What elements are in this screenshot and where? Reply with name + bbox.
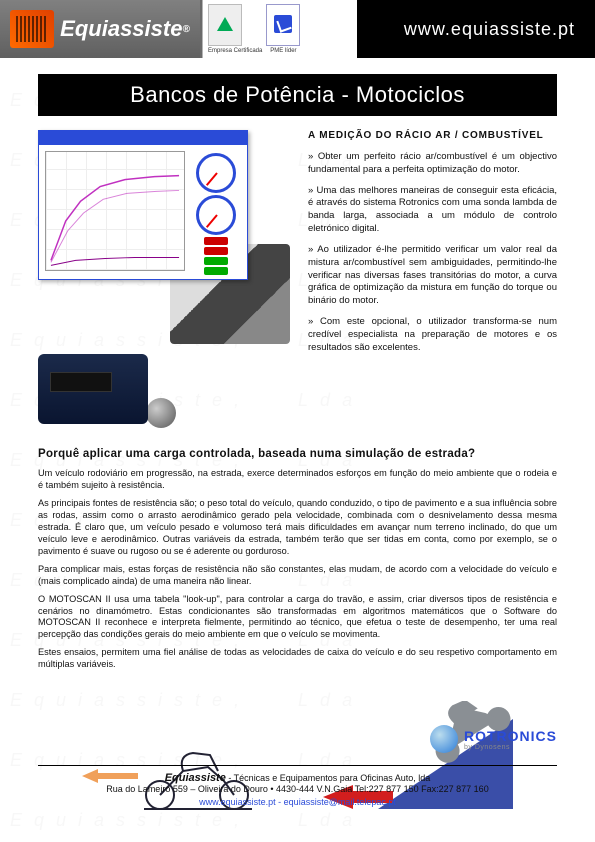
footer-divider <box>38 765 557 766</box>
logo-mark-icon <box>10 10 54 48</box>
section1-text: A MEDIÇÃO DO RÁCIO AR / COMBUSTÍVEL » Ob… <box>308 130 557 424</box>
footer-web: www.equiassiste.pt <box>199 797 276 807</box>
pme-icon <box>274 15 292 33</box>
section2-text: Porquê aplicar uma carga controlada, bas… <box>0 424 595 671</box>
cert1-caption: Empresa Certificada <box>208 48 262 54</box>
triangle-icon <box>217 17 233 31</box>
footer-address: Rua do Lameiro 559 – Oliveira do Douro •… <box>0 784 595 794</box>
cert-badge-2 <box>266 4 300 46</box>
section2-p1: Um veículo rodoviário em progressão, na … <box>38 468 557 492</box>
section1-p1: » Obter um perfeito rácio ar/combustível… <box>308 151 557 177</box>
section2-p5: Estes ensaios, permitem uma fiel análise… <box>38 647 557 671</box>
footer-company: Equiassiste <box>165 772 226 784</box>
led-icon <box>204 237 228 245</box>
certification-badges: Empresa Certificada PME líder <box>208 4 300 54</box>
cert2-caption: PME líder <box>266 48 300 54</box>
partner-name: ROTRONICS <box>464 728 557 744</box>
section1-heading: A MEDIÇÃO DO RÁCIO AR / COMBUSTÍVEL <box>308 130 557 141</box>
lambda-module-photo <box>38 354 148 424</box>
footer-email: equiassiste@mail.telepac.pt <box>284 797 396 807</box>
cert-badge-1 <box>208 4 242 46</box>
o2-sensor-photo <box>146 398 176 428</box>
led-icon <box>204 247 228 255</box>
page-title: Bancos de Potência - Motociclos <box>38 74 557 116</box>
partner-logo: ROTRONICS by Dynosens <box>430 725 557 753</box>
software-screenshot <box>38 130 248 280</box>
partner-sub: by Dynosens <box>464 744 557 751</box>
section1-p3: » Ao utilizador é-lhe permitido verifica… <box>308 244 557 308</box>
section2-p4: O MOTOSCAN II usa uma tabela "look-up", … <box>38 594 557 642</box>
gauge-icon <box>196 153 236 193</box>
header-bar: Equiassiste® Empresa Certificada PME líd… <box>0 0 595 58</box>
led-icon <box>204 267 228 275</box>
led-icon <box>204 257 228 265</box>
section1-p2: » Uma das melhores maneiras de conseguir… <box>308 185 557 236</box>
illustration-column <box>38 130 290 424</box>
registered-icon: ® <box>182 24 189 35</box>
footer-sep: - <box>276 797 284 807</box>
footer-company-rest: - Técnicas e Equipamentos para Oficinas … <box>226 773 430 783</box>
page-footer: Equiassiste - Técnicas e Equipamentos pa… <box>0 765 595 807</box>
section2-p3: Para complicar mais, estas forças de res… <box>38 564 557 588</box>
section1-p4: » Com este opcional, o utilizador transf… <box>308 316 557 354</box>
dyno-curve-icon <box>46 152 184 270</box>
section2-p2: As principais fontes de resistência são;… <box>38 498 557 558</box>
brand-logo: Equiassiste® <box>0 0 200 58</box>
header-url: www.equiassiste.pt <box>404 19 595 40</box>
rotronics-orb-icon <box>430 725 458 753</box>
section2-heading: Porquê aplicar uma carga controlada, bas… <box>38 448 557 460</box>
brand-name: Equiassiste <box>60 16 182 42</box>
gauge-icon <box>196 195 236 235</box>
